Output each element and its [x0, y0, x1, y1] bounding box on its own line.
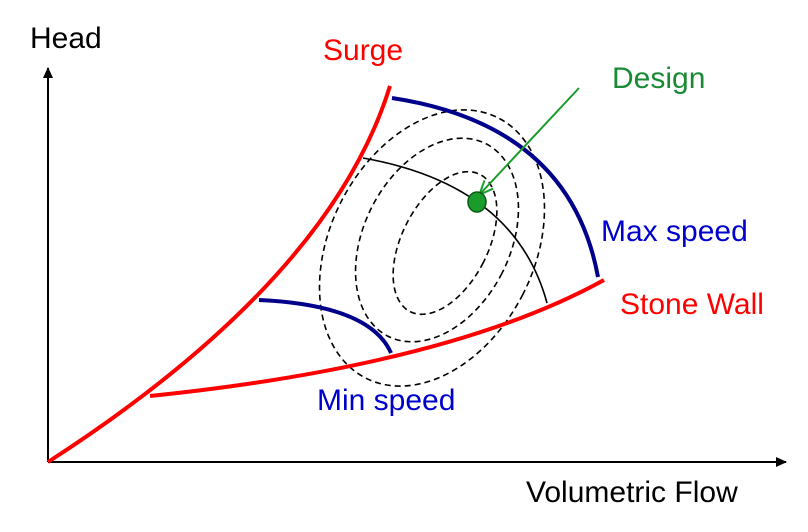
stone-wall-line — [149, 278, 605, 398]
surge-line — [46, 85, 392, 464]
efficiency-contour-inner — [392, 170, 498, 316]
min-speed-curve — [258, 298, 393, 354]
stone-wall-label: Stone Wall — [620, 288, 764, 321]
min-speed-label: Min speed — [317, 384, 456, 417]
max-speed-label: Max speed — [601, 215, 748, 248]
x-axis-label: Volumetric Flow — [526, 476, 738, 509]
efficiency-contours — [318, 109, 546, 387]
efficiency-contour-middle — [354, 137, 520, 343]
operating-line — [362, 157, 548, 304]
y-axis-label: Head — [30, 22, 102, 55]
design-point — [467, 191, 487, 213]
max-speed-curve — [391, 96, 600, 278]
surge-label: Surge — [323, 34, 404, 67]
design-label: Design — [612, 62, 706, 95]
design-arrow — [480, 87, 580, 194]
efficiency-contour-outer — [318, 109, 546, 387]
